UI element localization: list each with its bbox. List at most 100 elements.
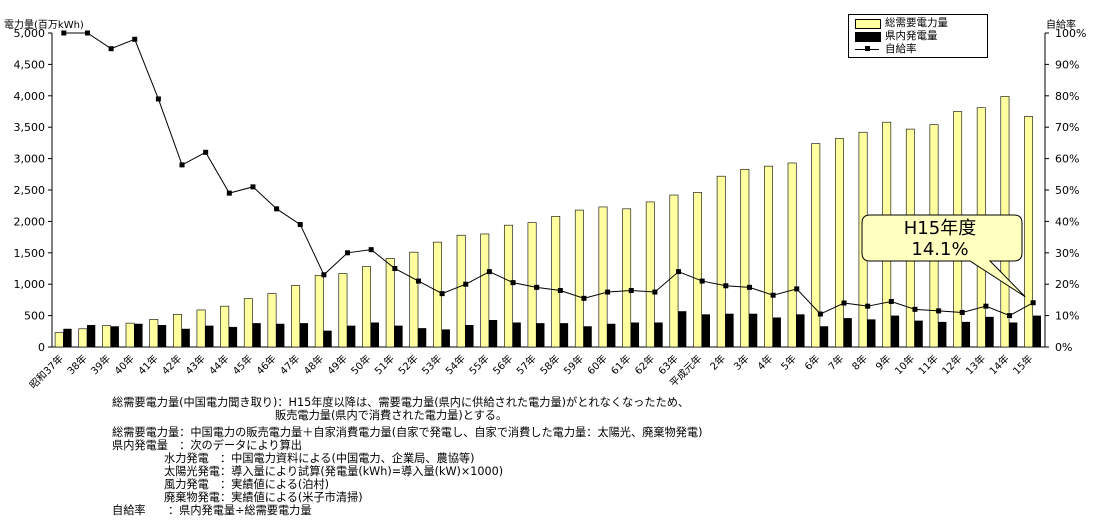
note-line: 水力発電 ：中国電力資料による(中国電力、企業局、農協等) xyxy=(164,452,475,465)
self-sufficiency-point xyxy=(345,250,351,256)
x-tick-label: 55年 xyxy=(466,352,491,377)
bar-total-demand xyxy=(102,325,111,348)
bar-prefecture-generation xyxy=(394,325,403,347)
note-line: 風力発電 ：実績値による(泊村) xyxy=(164,478,330,491)
bar-prefecture-generation xyxy=(512,322,521,347)
x-tick-label: 12年 xyxy=(939,352,964,377)
bar-total-demand xyxy=(740,168,750,348)
bar-total-demand xyxy=(172,314,182,348)
bar-prefecture-generation xyxy=(890,315,900,347)
bar-prefecture-generation xyxy=(228,326,238,347)
bar-prefecture-generation xyxy=(678,311,687,347)
y2-tick-label: 100% xyxy=(1055,27,1086,40)
y2-tick-label: 40% xyxy=(1055,215,1079,228)
self-sufficiency-point xyxy=(888,298,894,304)
bar-prefecture-generation xyxy=(299,323,309,347)
note-line: 廃棄物発電：実績値による(米子市清掃) xyxy=(164,491,363,504)
bar-prefecture-generation xyxy=(607,323,616,347)
x-tick-label: 52年 xyxy=(395,352,420,377)
bar-prefecture-generation xyxy=(347,325,356,347)
x-tick-label: 53年 xyxy=(419,352,444,377)
callout-text: H15年度 14.1% xyxy=(860,218,1020,260)
bar-total-demand xyxy=(551,216,561,348)
bar-total-demand xyxy=(645,201,655,348)
bar-prefecture-generation xyxy=(488,319,498,347)
legend-marker-self-sufficiency xyxy=(865,46,870,51)
bar-total-demand xyxy=(456,234,466,348)
bar-total-demand xyxy=(78,328,88,348)
bar-total-demand xyxy=(834,138,844,348)
bar-total-demand xyxy=(527,222,537,348)
x-tick-label: 11年 xyxy=(915,352,940,377)
x-tick-label: 58年 xyxy=(537,352,562,377)
legend-label: 総需要電力量 xyxy=(885,17,948,29)
bar-total-demand xyxy=(314,275,324,348)
bar-prefecture-generation xyxy=(157,325,167,347)
legend-swatch-prefecture-generation xyxy=(855,32,881,42)
self-sufficiency-point xyxy=(746,284,752,290)
self-sufficiency-point xyxy=(581,295,587,301)
bar-prefecture-generation xyxy=(796,314,805,347)
left-axis: 0 500 1,000 1,500 2,000 2,500 3,000 3,500 4,000 4… xyxy=(14,27,1045,354)
x-tick-label: 44年 xyxy=(206,352,231,377)
self-sufficiency-point xyxy=(770,292,776,298)
x-tick-label: 62年 xyxy=(632,352,657,377)
self-sufficiency-point xyxy=(723,283,729,289)
bar-prefecture-generation xyxy=(559,323,569,347)
y-tick-label: 4,500 xyxy=(14,58,46,71)
y-tick-label: 5,000 xyxy=(14,27,46,40)
bar-prefecture-generation xyxy=(86,325,96,347)
x-tick-label: 48年 xyxy=(301,352,326,377)
x-tick-label: 5年 xyxy=(778,352,799,373)
y2-tick-label: 20% xyxy=(1055,278,1079,291)
self-sufficiency-line-path xyxy=(63,32,1034,317)
x-tick-label: 38年 xyxy=(64,352,89,377)
x-tick-label: 49年 xyxy=(324,352,349,377)
bar-prefecture-generation xyxy=(938,321,947,347)
y-tick-label: 3,000 xyxy=(14,153,46,166)
bar-total-demand xyxy=(220,305,230,348)
y2-tick-label: 10% xyxy=(1055,310,1079,323)
bar-total-demand xyxy=(362,266,372,348)
self-sufficiency-point xyxy=(61,30,67,36)
self-sufficiency-point xyxy=(274,206,280,212)
x-tick-label: 59年 xyxy=(561,352,586,377)
self-sufficiency-point xyxy=(297,222,303,228)
self-sufficiency-point xyxy=(534,284,540,290)
bar-total-demand xyxy=(480,233,490,348)
x-tick-label: 6年 xyxy=(802,352,823,373)
y2-tick-label: 80% xyxy=(1055,90,1079,103)
self-sufficiency-point xyxy=(321,272,327,278)
bar-total-demand xyxy=(716,175,726,348)
bar-prefecture-generation xyxy=(985,316,994,347)
x-tick-label: 50年 xyxy=(348,352,373,377)
y-tick-label: 2,000 xyxy=(14,215,46,228)
bar-prefecture-generation xyxy=(725,313,734,347)
x-tick-label: 56年 xyxy=(490,352,515,377)
x-tick-label: 61年 xyxy=(608,352,633,377)
x-tick-label: 41年 xyxy=(135,352,160,377)
right-axis: 0% 10% 20% 30% 40% 50% 60% 70% 80% 90% 100% xyxy=(1044,27,1086,354)
legend-label: 自給率 xyxy=(885,43,917,55)
y-tick-label: 4,000 xyxy=(14,90,46,103)
x-tick-label: 42年 xyxy=(159,352,184,377)
self-sufficiency-point xyxy=(155,96,161,102)
x-tick-label: 8年 xyxy=(849,352,870,373)
x-tick-label: 14年 xyxy=(986,352,1011,377)
self-sufficiency-point xyxy=(936,308,942,314)
bar-prefecture-generation xyxy=(772,317,781,347)
self-sufficiency-point xyxy=(1030,300,1036,306)
chart: 0 500 1,000 1,500 2,000 2,500 3,000 3,500 4,000 4… xyxy=(14,27,1087,391)
bar-prefecture-generation xyxy=(134,323,143,347)
y-tick-label: 1,500 xyxy=(14,247,46,260)
self-sufficiency-point xyxy=(912,306,918,312)
bar-total-demand xyxy=(574,209,584,348)
self-sufficiency-point xyxy=(652,289,658,295)
self-sufficiency-point xyxy=(226,190,232,196)
note-line: 県内発電量 ：次のデータにより算出 xyxy=(112,439,302,452)
bar-prefecture-generation xyxy=(417,328,427,347)
bar-total-demand xyxy=(291,285,301,348)
y-tick-label: 3,500 xyxy=(14,121,46,134)
bar-total-demand xyxy=(338,273,348,348)
x-tick-label: 13年 xyxy=(963,352,988,377)
